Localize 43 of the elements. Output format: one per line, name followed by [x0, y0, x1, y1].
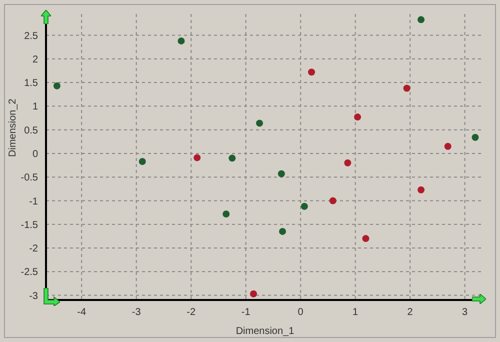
y-tick-label: -1.5 — [20, 220, 38, 231]
point — [250, 290, 258, 298]
x-tick-label: 3 — [462, 307, 468, 318]
point — [194, 154, 201, 162]
point — [178, 37, 185, 44]
point — [418, 16, 425, 24]
point — [308, 68, 316, 76]
x-tick-label: 0 — [298, 307, 304, 318]
y-tick-label: 2 — [32, 54, 38, 66]
point — [444, 142, 452, 150]
y-tick-label: 0 — [32, 149, 38, 160]
x-tick-label: -4 — [77, 307, 86, 318]
x-tick-label: 2 — [407, 307, 414, 318]
y-tick-label: 2.5 — [24, 30, 38, 42]
point — [472, 134, 479, 141]
point — [138, 158, 146, 165]
x-tick-label: -3 — [132, 307, 142, 318]
point — [362, 235, 370, 242]
y-tick-label: -3 — [29, 290, 38, 302]
point — [228, 154, 236, 162]
y-tick-label: 1.5 — [24, 78, 38, 90]
point — [256, 120, 264, 127]
x-tick-label: -2 — [186, 307, 196, 318]
point — [278, 170, 285, 178]
point — [53, 82, 60, 90]
point — [329, 197, 336, 204]
y-tick-label: -2 — [29, 244, 38, 255]
x-tick-label: -1 — [241, 307, 251, 318]
x-axis-title: Dimension_1 — [236, 326, 295, 337]
x-tick-label: 1 — [352, 307, 359, 318]
y-tick-label: 0.5 — [24, 125, 38, 136]
point — [403, 84, 410, 92]
y-tick-label: -1 — [29, 196, 38, 208]
point — [222, 210, 230, 218]
point — [300, 202, 308, 210]
point — [279, 228, 286, 235]
point — [418, 186, 425, 194]
y-tick-label: 1 — [32, 102, 38, 113]
point — [354, 114, 362, 121]
point — [344, 159, 352, 166]
y-tick-label: -2.5 — [20, 267, 38, 278]
y-axis-title: Dimension_2 — [8, 98, 19, 157]
y-tick-label: -0.5 — [20, 172, 38, 184]
